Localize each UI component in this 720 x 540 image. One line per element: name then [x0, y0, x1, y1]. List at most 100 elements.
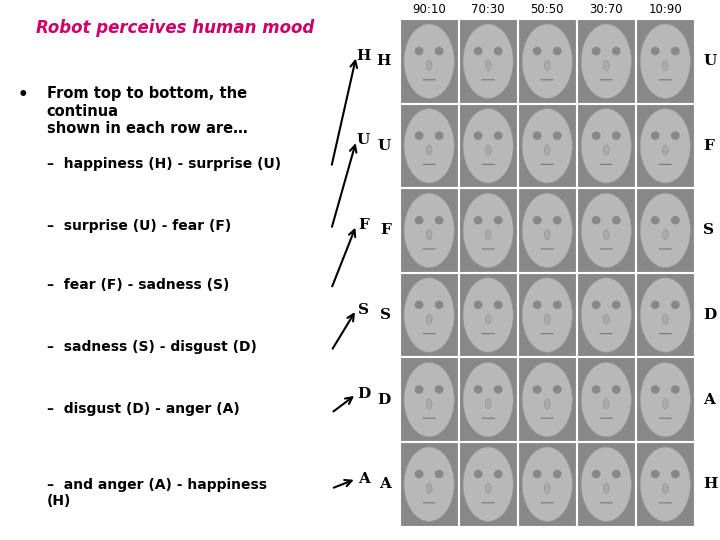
Text: –  and anger (A) - happiness
(H): – and anger (A) - happiness (H): [47, 478, 267, 508]
Ellipse shape: [640, 362, 690, 437]
Text: From top to bottom, the
continua
shown in each row are…: From top to bottom, the continua shown i…: [47, 86, 248, 136]
Ellipse shape: [533, 470, 541, 478]
Ellipse shape: [474, 470, 482, 478]
Ellipse shape: [544, 399, 550, 409]
Ellipse shape: [544, 483, 550, 494]
Ellipse shape: [581, 24, 631, 98]
Ellipse shape: [426, 314, 432, 325]
Ellipse shape: [592, 216, 600, 225]
Ellipse shape: [494, 301, 503, 309]
Bar: [400, 357, 459, 442]
Bar: [459, 19, 518, 104]
Ellipse shape: [592, 131, 600, 140]
Bar: [577, 273, 636, 357]
Ellipse shape: [544, 314, 550, 325]
Ellipse shape: [671, 47, 680, 55]
Bar: [577, 188, 636, 273]
Bar: [636, 19, 695, 104]
Ellipse shape: [581, 362, 631, 437]
Ellipse shape: [671, 470, 680, 478]
Ellipse shape: [463, 24, 513, 98]
Bar: [400, 19, 459, 104]
Ellipse shape: [533, 47, 541, 55]
Ellipse shape: [603, 314, 609, 325]
Ellipse shape: [553, 216, 562, 225]
Ellipse shape: [522, 193, 572, 268]
Text: 90:10: 90:10: [413, 3, 446, 16]
Text: 70:30: 70:30: [472, 3, 505, 16]
Ellipse shape: [651, 216, 660, 225]
Text: D: D: [378, 393, 391, 407]
Bar: [636, 357, 695, 442]
Text: A: A: [703, 393, 715, 407]
Ellipse shape: [474, 131, 482, 140]
Ellipse shape: [640, 193, 690, 268]
Ellipse shape: [404, 278, 454, 352]
Ellipse shape: [651, 47, 660, 55]
Ellipse shape: [533, 301, 541, 309]
Ellipse shape: [651, 385, 660, 394]
Text: S: S: [703, 224, 714, 238]
Ellipse shape: [415, 47, 423, 55]
Text: D: D: [357, 387, 370, 401]
Ellipse shape: [671, 216, 680, 225]
Ellipse shape: [415, 131, 423, 140]
Ellipse shape: [404, 447, 454, 522]
Ellipse shape: [592, 385, 600, 394]
Ellipse shape: [426, 145, 432, 155]
Ellipse shape: [522, 109, 572, 183]
Ellipse shape: [426, 399, 432, 409]
Ellipse shape: [485, 145, 491, 155]
Text: A: A: [379, 477, 391, 491]
Ellipse shape: [485, 314, 491, 325]
Bar: [518, 188, 577, 273]
Bar: [459, 273, 518, 357]
Text: Robot perceives human mood: Robot perceives human mood: [36, 19, 314, 37]
Ellipse shape: [494, 47, 503, 55]
Ellipse shape: [533, 216, 541, 225]
Ellipse shape: [426, 483, 432, 494]
Ellipse shape: [415, 216, 423, 225]
Text: H: H: [703, 477, 718, 491]
Ellipse shape: [415, 301, 423, 309]
Text: D: D: [703, 308, 716, 322]
Ellipse shape: [415, 385, 423, 394]
Ellipse shape: [415, 470, 423, 478]
Bar: [459, 188, 518, 273]
Ellipse shape: [592, 301, 600, 309]
Ellipse shape: [640, 24, 690, 98]
Ellipse shape: [651, 470, 660, 478]
Text: 10:90: 10:90: [649, 3, 682, 16]
Text: 50:50: 50:50: [531, 3, 564, 16]
Ellipse shape: [435, 216, 444, 225]
Ellipse shape: [435, 470, 444, 478]
Ellipse shape: [544, 230, 550, 240]
Ellipse shape: [662, 314, 668, 325]
Ellipse shape: [553, 301, 562, 309]
Bar: [518, 357, 577, 442]
Bar: [400, 104, 459, 188]
Bar: [636, 188, 695, 273]
Ellipse shape: [671, 131, 680, 140]
Ellipse shape: [553, 47, 562, 55]
Ellipse shape: [404, 24, 454, 98]
Bar: [518, 104, 577, 188]
Ellipse shape: [463, 109, 513, 183]
Ellipse shape: [463, 362, 513, 437]
Ellipse shape: [603, 483, 609, 494]
Ellipse shape: [522, 362, 572, 437]
Ellipse shape: [474, 385, 482, 394]
Bar: [636, 273, 695, 357]
Text: A: A: [358, 472, 369, 486]
Text: –  sadness (S) - disgust (D): – sadness (S) - disgust (D): [47, 340, 256, 354]
Ellipse shape: [671, 301, 680, 309]
Ellipse shape: [463, 447, 513, 522]
Ellipse shape: [603, 399, 609, 409]
Ellipse shape: [553, 470, 562, 478]
Bar: [459, 104, 518, 188]
Ellipse shape: [435, 47, 444, 55]
Bar: [518, 19, 577, 104]
Ellipse shape: [522, 24, 572, 98]
Ellipse shape: [612, 216, 621, 225]
Ellipse shape: [522, 447, 572, 522]
